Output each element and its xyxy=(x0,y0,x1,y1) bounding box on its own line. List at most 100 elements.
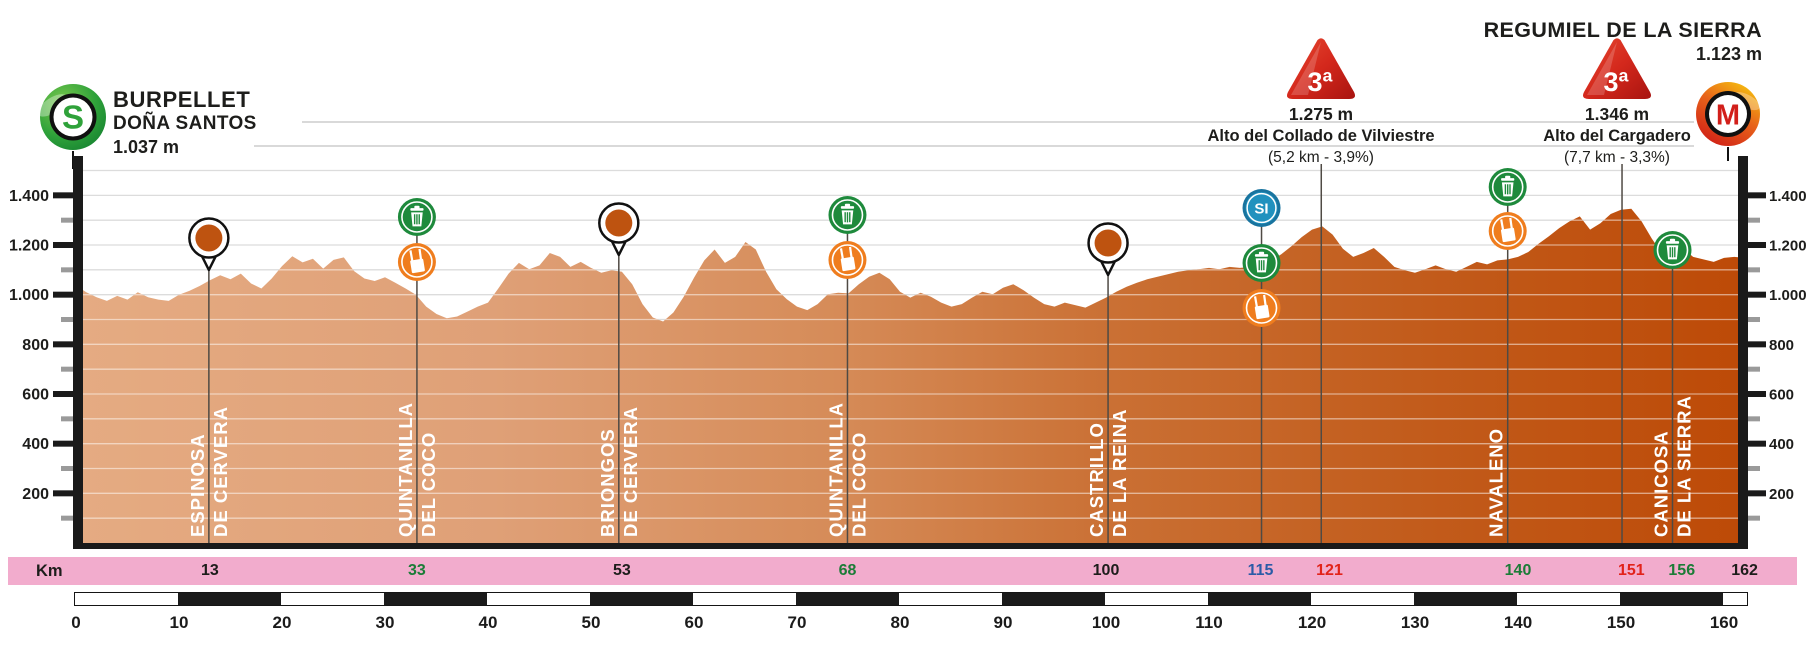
y-minor-tick xyxy=(61,466,73,472)
waste-zone-icon xyxy=(1487,167,1528,207)
town-pin-dot xyxy=(605,209,633,237)
ruler-label: 120 xyxy=(1297,613,1327,632)
y-major-tick xyxy=(1748,490,1766,497)
waste-zone-icon xyxy=(827,195,868,235)
finish-badge-icon: M xyxy=(1696,82,1760,146)
feed-zone-icon xyxy=(1241,288,1282,328)
km-checkpoint: 115 xyxy=(1247,562,1274,579)
ruler-segment xyxy=(487,593,590,605)
category-3-climb-icon: 3ª xyxy=(1286,38,1356,99)
town-pin-dot xyxy=(195,224,223,252)
y-major-tick xyxy=(1748,440,1766,447)
y-major-tick xyxy=(53,242,73,249)
start-badge-icon: S xyxy=(38,84,106,150)
km-checkpoint-band xyxy=(8,557,1797,585)
town-label: DE CERVERA xyxy=(210,406,231,537)
y-minor-tick xyxy=(61,515,73,521)
y-minor-tick xyxy=(61,267,73,273)
y-axis-label: 1.400 xyxy=(9,188,49,205)
ruler-segment xyxy=(1620,593,1723,605)
y-major-tick xyxy=(1748,192,1766,199)
elevation-profile-area xyxy=(76,208,1745,549)
town-label: DE LA REINA xyxy=(1109,408,1130,537)
ruler-segment xyxy=(281,593,384,605)
km-checkpoint: 162 xyxy=(1731,562,1758,579)
ruler-label: 160 xyxy=(1709,613,1739,632)
ruler-segment xyxy=(1723,593,1747,605)
climb-category: 3ª xyxy=(1307,67,1332,97)
climb-category: 3ª xyxy=(1603,67,1628,97)
town-label: BRIONGOS xyxy=(597,428,618,537)
category-3-climb-icon: 3ª xyxy=(1582,38,1652,99)
ruler-segment xyxy=(1002,593,1105,605)
y-major-tick xyxy=(1748,242,1766,249)
ruler-segment xyxy=(1517,593,1620,605)
y-axis-label: 800 xyxy=(1769,337,1794,354)
climb-name: Alto del Cargadero xyxy=(1543,127,1691,145)
town-label: QUINTANILLA xyxy=(825,402,846,537)
altitude-leader-line-1 xyxy=(302,121,1694,123)
ruler-label: 90 xyxy=(993,613,1013,632)
town-labels: ESPINOSA DE CERVERA QUINTANILLA DEL COCO BRI… xyxy=(187,395,1695,537)
ruler-label: 40 xyxy=(478,613,498,632)
town-label: DE LA SIERRA xyxy=(1674,395,1695,537)
km-band-caption: Km xyxy=(36,562,63,580)
ruler-label: 80 xyxy=(890,613,910,632)
ruler-segment xyxy=(1208,593,1311,605)
km-checkpoint: 121 xyxy=(1316,562,1343,579)
start-altitude: 1.037 m xyxy=(113,137,180,157)
waste-zone-icon xyxy=(1241,243,1282,283)
climb-altitude: 1.346 m xyxy=(1584,104,1650,124)
ruler-segment xyxy=(1105,593,1208,605)
km-checkpoint: 156 xyxy=(1668,562,1696,579)
km-checkpoint: 53 xyxy=(612,562,631,579)
ruler-label: 100 xyxy=(1091,613,1121,632)
km-checkpoint: 33 xyxy=(408,562,426,579)
town-label: ESPINOSA xyxy=(187,433,208,537)
start-info: BURPELLET DOÑA SANTOS 1.037 m xyxy=(113,88,257,158)
ruler-segment xyxy=(75,593,178,605)
ruler-segment xyxy=(899,593,1002,605)
ruler-label: 150 xyxy=(1606,613,1636,632)
ruler-segment xyxy=(384,593,487,605)
ruler-label: 60 xyxy=(684,613,704,632)
ruler-label: 10 xyxy=(169,613,189,632)
y-minor-tick xyxy=(61,317,73,323)
ruler-label: 30 xyxy=(375,613,395,632)
y-minor-tick xyxy=(1748,466,1760,472)
ruler-label: 50 xyxy=(581,613,601,632)
ruler-segment xyxy=(1311,593,1414,605)
ruler-segment xyxy=(796,593,899,605)
y-major-tick xyxy=(53,440,73,447)
y-axis-label: 400 xyxy=(1769,436,1794,453)
y-major-tick xyxy=(53,341,73,348)
sprint-icon-label: SI xyxy=(1254,201,1268,218)
ruler-label: 0 xyxy=(71,613,81,632)
y-axis-label: 1.400 xyxy=(1769,188,1806,205)
town-label: DEL COCO xyxy=(418,432,439,537)
ruler-label: 20 xyxy=(272,613,292,632)
waste-zone-icon xyxy=(397,197,437,237)
y-minor-tick xyxy=(61,416,73,422)
altitude-leader-line-2 xyxy=(254,145,1694,147)
town-label: CANICOSA xyxy=(1651,430,1672,537)
y-axis-label: 1.200 xyxy=(9,238,49,255)
y-axis-label: 1.000 xyxy=(9,287,49,304)
start-name: BURPELLET xyxy=(113,87,251,112)
x-axis-baseline xyxy=(73,543,1748,549)
y-minor-tick xyxy=(1748,217,1760,223)
ruler-segment xyxy=(693,593,796,605)
ruler-label: 110 xyxy=(1195,613,1223,632)
ruler-segment xyxy=(590,593,693,605)
town-pin-dot xyxy=(1094,229,1122,257)
climb-label-2: 3ª 1.346 m Alto del Cargadero (7,7 km - … xyxy=(1457,36,1777,168)
y-minor-tick xyxy=(1748,366,1760,372)
y-major-tick xyxy=(53,490,73,497)
climb-detail: (7,7 km - 3,3%) xyxy=(1564,149,1670,166)
start-subname: DOÑA SANTOS xyxy=(113,113,257,134)
km-checkpoint: 140 xyxy=(1504,562,1532,579)
y-major-tick xyxy=(1748,291,1766,298)
y-major-tick xyxy=(1748,391,1766,398)
ruler-segment xyxy=(1414,593,1517,605)
y-axis-label: 200 xyxy=(1769,486,1794,503)
